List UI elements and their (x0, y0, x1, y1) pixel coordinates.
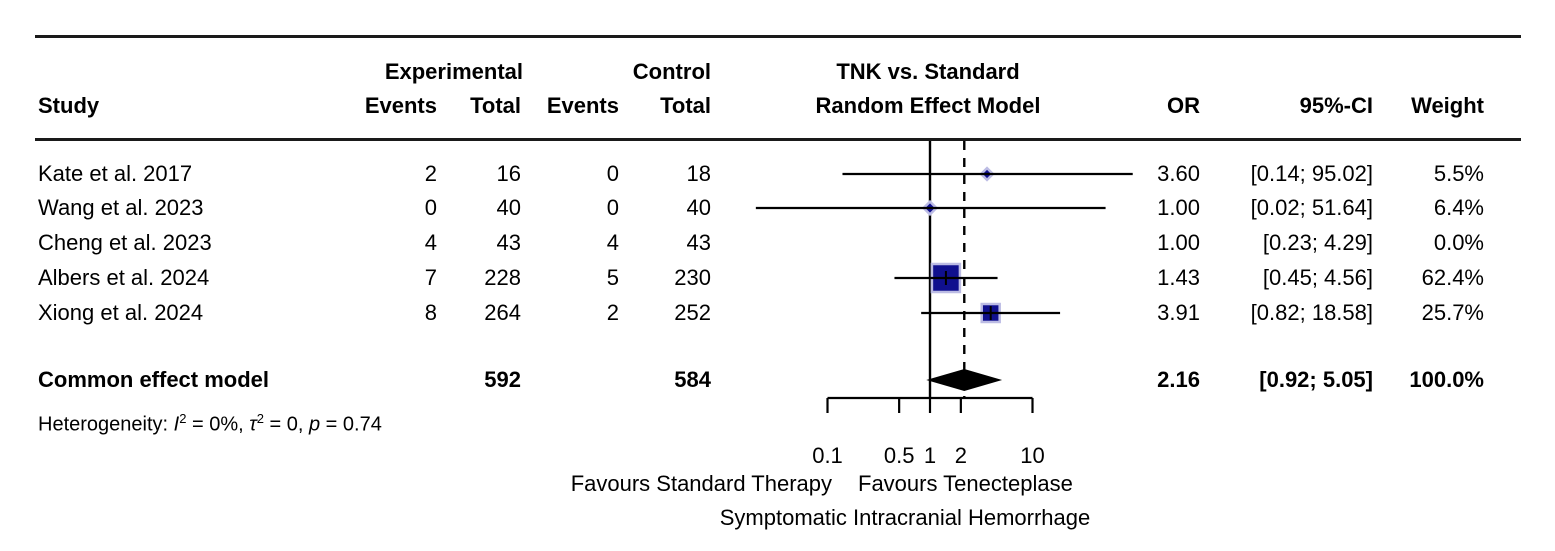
ci-value: [0.82; 18.58] (1250, 300, 1373, 325)
outcome-label: Symptomatic Intracranial Hemorrhage (719, 505, 1091, 530)
exp-events-value: 8 (424, 300, 437, 325)
heterogeneity-part: p (309, 413, 321, 436)
summary-weight-value: 100.0% (1409, 367, 1484, 392)
header-rule (35, 138, 1521, 141)
favours-left-label: Favours Standard Therapy (570, 471, 832, 496)
weight-value: 5.5% (1433, 161, 1484, 186)
ctrl-events-value: 0 (606, 161, 619, 186)
ci-value: [0.14; 95.02] (1250, 161, 1373, 186)
ctrl-total-value: 40 (686, 195, 711, 220)
column-header-ctrl-events: Events (546, 93, 619, 118)
x-axis-tick-label: 2 (954, 443, 967, 468)
exp-total-value: 43 (496, 230, 521, 255)
exp-total-value: 40 (496, 195, 521, 220)
heterogeneity-part: = 0.74 (320, 413, 382, 436)
heterogeneity-part: = 0, (263, 413, 309, 436)
heterogeneity-part: τ (249, 413, 257, 436)
x-axis-tick-label: 0.5 (883, 443, 915, 468)
weight-value: 0.0% (1433, 230, 1484, 255)
ctrl-total-value: 43 (686, 230, 711, 255)
exp-events-value: 7 (424, 265, 437, 290)
summary-ci-value: [0.92; 5.05] (1259, 367, 1373, 392)
ctrl-events-value: 5 (606, 265, 619, 290)
top-rule (35, 35, 1521, 38)
ctrl-events-value: 4 (606, 230, 619, 255)
exp-events-value: 0 (424, 195, 437, 220)
exp-total-value: 16 (496, 161, 521, 186)
or-value: 3.60 (1157, 161, 1200, 186)
exp-total-value: 264 (484, 300, 521, 325)
column-header-experimental: Experimental (384, 59, 523, 84)
favours-right-label: Favours Tenecteplase (858, 471, 1073, 496)
x-axis-tick-label: 10 (1020, 443, 1045, 468)
weight-value: 6.4% (1433, 195, 1484, 220)
ctrl-total-value: 230 (674, 265, 711, 290)
study-name: Kate et al. 2017 (38, 161, 193, 186)
or-value: 3.91 (1157, 300, 1200, 325)
heterogeneity-part: = 0%, (186, 413, 250, 436)
x-axis-tick-label: 0.1 (812, 443, 843, 468)
summary-exp-total: 592 (484, 367, 521, 392)
summary-label: Common effect model (38, 367, 270, 392)
summary-diamond (926, 369, 1003, 391)
or-value: 1.43 (1157, 265, 1200, 290)
or-value: 1.00 (1157, 230, 1200, 255)
ctrl-total-value: 252 (674, 300, 711, 325)
ctrl-total-value: 18 (686, 161, 711, 186)
column-header-exp-total: Total (470, 93, 521, 118)
study-name: Wang et al. 2023 (38, 195, 204, 220)
study-name: Xiong et al. 2024 (38, 300, 204, 325)
weight-value: 62.4% (1421, 265, 1484, 290)
heterogeneity-text: Heterogeneity: I2 = 0%, τ2 = 0, p = 0.74 (38, 406, 382, 438)
exp-events-value: 2 (424, 161, 437, 186)
x-axis-tick-label: 1 (923, 443, 937, 468)
column-header-ci: 95%-CI (1299, 93, 1373, 118)
ctrl-events-value: 2 (606, 300, 619, 325)
ctrl-events-value: 0 (606, 195, 619, 220)
study-name: Cheng et al. 2023 (38, 230, 212, 255)
exp-events-value: 4 (424, 230, 437, 255)
exp-total-value: 228 (484, 265, 521, 290)
plot-title-line2: Random Effect Model (815, 93, 1041, 118)
column-header-weight: Weight (1411, 93, 1484, 118)
ci-value: [0.02; 51.64] (1250, 195, 1373, 220)
column-header-ctrl-total: Total (660, 93, 711, 118)
ci-value: [0.45; 4.56] (1262, 265, 1373, 290)
column-header-control: Control (632, 59, 711, 84)
weight-value: 25.7% (1421, 300, 1484, 325)
summary-ctrl-total: 584 (674, 367, 711, 392)
or-value: 1.00 (1157, 195, 1200, 220)
plot-title-line1: TNK vs. Standard (836, 59, 1020, 84)
summary-or-value: 2.16 (1157, 367, 1200, 392)
column-header-or: OR (1167, 93, 1200, 118)
ci-value: [0.23; 4.29] (1262, 230, 1373, 255)
superscript: 2 (256, 411, 264, 426)
column-header-study: Study (38, 93, 100, 118)
study-name: Albers et al. 2024 (38, 265, 210, 290)
heterogeneity-part: I (173, 413, 180, 436)
heterogeneity-part: Heterogeneity: (38, 413, 174, 436)
superscript: 2 (179, 411, 187, 426)
column-header-exp-events: Events (364, 93, 437, 118)
